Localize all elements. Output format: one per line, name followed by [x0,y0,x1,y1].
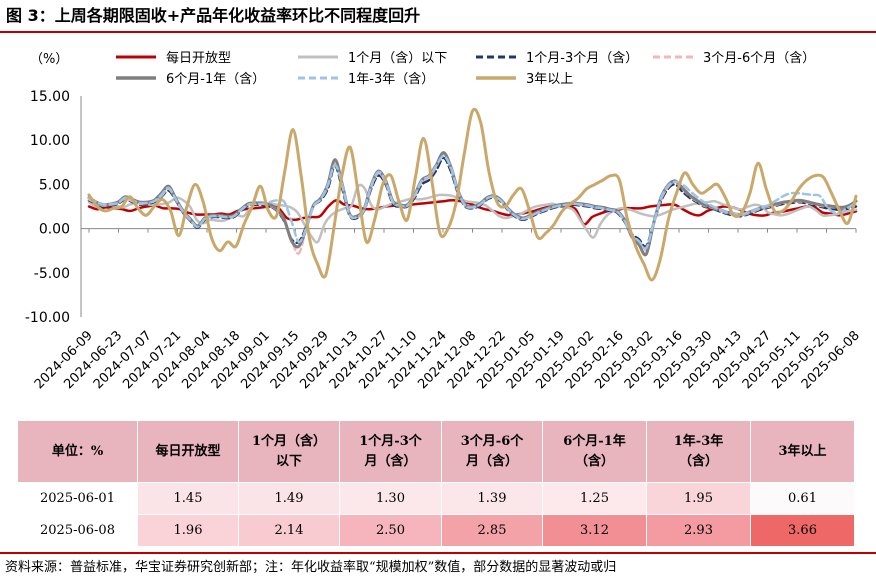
table-value-cell: 1.95 [646,482,751,515]
table-header-text: 月（含） [465,453,518,469]
table-value-cell: 1.30 [339,482,442,515]
y-axis-label: （%） [30,52,68,67]
table-body: 2025-06-01 1.45 1.49 1.30 1.39 1.25 1.95 0.61 20… [17,482,855,547]
series-line-5 [87,154,858,250]
table-header-cell: 单位：% [17,420,138,483]
title-divider [0,31,876,33]
table-header-text: 6个月-1年 [563,433,626,449]
table-value-cell: 2.14 [238,514,340,547]
table-header-cell: 6个月-1年 （含） [542,420,647,483]
legend-label-5: 1年-3年（含） [348,71,434,87]
y-tick-label: 0.00 [39,222,70,238]
line-chart: （%） 每日开放型 1个月（含）以下 1个月-3个月（含） 3个月-6个月（含） 6个月… [25,50,863,392]
y-tick-label: -5.00 [34,266,70,282]
y-tick-label: -10.00 [25,310,70,326]
table-value-cell: 3.66 [750,514,855,547]
table-header-text: （含） [678,453,718,469]
table-value-cell: 1.45 [137,482,239,515]
table-header-text: 以下 [275,453,302,469]
footer-divider [0,552,876,554]
table-header-cell: 1年-3年 （含） [646,420,751,483]
table-value-cell: 1.96 [137,514,239,547]
x-axis: 2024-06-092024-06-232024-07-072024-07-21… [32,228,863,392]
table-date-cell: 2025-06-08 [17,514,138,547]
table-header-text: 1年-3年 [673,433,724,449]
table-header-text: 1个月-3个 [359,433,422,449]
table-header-cell: 1个月-3个 月（含） [339,420,442,483]
table-value-cell: 1.49 [238,482,340,515]
y-tick-label: 5.00 [39,177,70,193]
table-header-cell: 1个月（含） 以下 [238,420,340,483]
legend-label-4: 6个月-1年（含） [166,71,265,87]
legend-label-2: 1个月-3个月（含） [526,50,638,66]
legend: 每日开放型 1个月（含）以下 1个月-3个月（含） 3个月-6个月（含） 6个月-1年（… [116,50,815,87]
table-header-cell: 3个月-6个 月（含） [441,420,543,483]
table-value-cell: 1.25 [542,482,647,515]
table-row: 2025-06-08 1.96 2.14 2.50 2.85 3.12 2.93 3.66 [17,514,855,547]
table-value-cell: 3.12 [542,514,647,547]
source-note: 资料来源：普益标准，华宝证券研究创新部；注：年化收益率取“规模加权”数值，部分数… [5,560,617,575]
table-header-row: 单位：% 每日开放型 1个月（含） 以下 1个月-3个 月（含） 3个月-6个 月（含） 6个月… [17,420,855,483]
table-header-text: 月（含） [364,453,417,469]
table-value-cell: 2.93 [646,514,751,547]
table-value-cell: 2.50 [339,514,442,547]
y-tick-label: 15.00 [30,89,70,105]
table-header-text: 1个月（含） [251,433,327,449]
legend-label-0: 每日开放型 [166,50,231,66]
plot-area [87,107,858,282]
figure-title: 图 3：上周各期限固收+产品年化收益率环比不同程度回升 [6,6,421,25]
table-header-cell: 每日开放型 [137,420,239,483]
table-value-cell: 0.61 [750,482,855,515]
table-header-text: 3个月-6个 [460,433,524,449]
y-axis: -10.00 -5.00 0.00 5.00 10.00 15.00 [25,89,82,326]
table-row: 2025-06-01 1.45 1.49 1.30 1.39 1.25 1.95 0.61 [17,482,855,515]
table-header-text: 单位：% [51,443,104,459]
table-header-text: 每日开放型 [155,443,221,459]
legend-label-6: 3年以上 [526,72,573,87]
table-header-text: （含） [574,453,614,469]
legend-label-3: 3个月-6个月（含） [703,50,815,66]
legend-label-1: 1个月（含）以下 [348,50,447,66]
yield-table: 单位：% 每日开放型 1个月（含） 以下 1个月-3个 月（含） 3个月-6个 月（含） 6个月… [17,420,855,547]
table-date-cell: 2025-06-01 [17,482,138,515]
y-tick-label: 10.00 [30,133,70,149]
table-header-cell: 3年以上 [750,420,855,483]
table-header-text: 3年以上 [778,443,827,459]
table-value-cell: 1.39 [441,482,543,515]
series-line-6 [87,107,858,282]
table-value-cell: 2.85 [441,514,543,547]
